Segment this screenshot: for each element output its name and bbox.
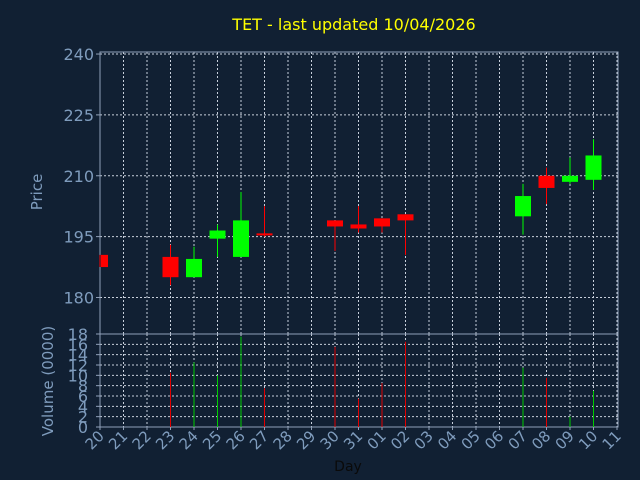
volume-tick-label: 6	[78, 387, 88, 406]
candle-body	[209, 230, 226, 239]
candle-body	[374, 218, 390, 227]
candle-body	[233, 220, 249, 257]
x-axis-ticks: 2021222324252627282930310102030405060708…	[82, 427, 625, 453]
price-tick-label: 240	[63, 45, 94, 64]
price-tick-label: 195	[63, 228, 94, 247]
candle-body	[515, 196, 531, 217]
volume-tick-label: 2	[78, 408, 88, 427]
candle-body	[327, 220, 343, 227]
volume-tick-label: 16	[68, 335, 88, 354]
volume-axis-label: Volume (0000)	[39, 326, 57, 436]
price-tick-label: 210	[63, 167, 94, 186]
price-tick-label: 180	[63, 288, 94, 307]
volume-tick-label: 12	[68, 356, 88, 375]
candle-body	[538, 175, 555, 188]
volume-bars-layer	[170, 336, 594, 427]
price-axis-ticks: 240 225 210 195 180	[63, 45, 100, 307]
candle-body	[562, 175, 578, 182]
candle-body	[101, 254, 108, 268]
x-axis-label: Day	[334, 459, 362, 475]
candle-body	[585, 155, 602, 180]
volume-tick-label: 18	[68, 325, 88, 344]
candle-body	[397, 214, 414, 221]
volume-tick-label: 14	[68, 346, 88, 365]
volume-tick-label: 10	[68, 366, 88, 385]
volume-tick-label: 8	[78, 377, 88, 396]
candle-body	[350, 224, 367, 229]
volume-tick-label: 4	[78, 397, 88, 416]
chart-title: TET - last updated 10/04/2026	[231, 15, 475, 34]
volume-tick-label: 0	[78, 418, 88, 437]
price-axis-label: Price	[28, 174, 46, 211]
candle-body	[256, 233, 273, 236]
price-tick-label: 225	[63, 106, 94, 125]
candle-body	[162, 256, 179, 278]
candles-layer	[99, 139, 602, 286]
candle-body	[186, 258, 202, 278]
